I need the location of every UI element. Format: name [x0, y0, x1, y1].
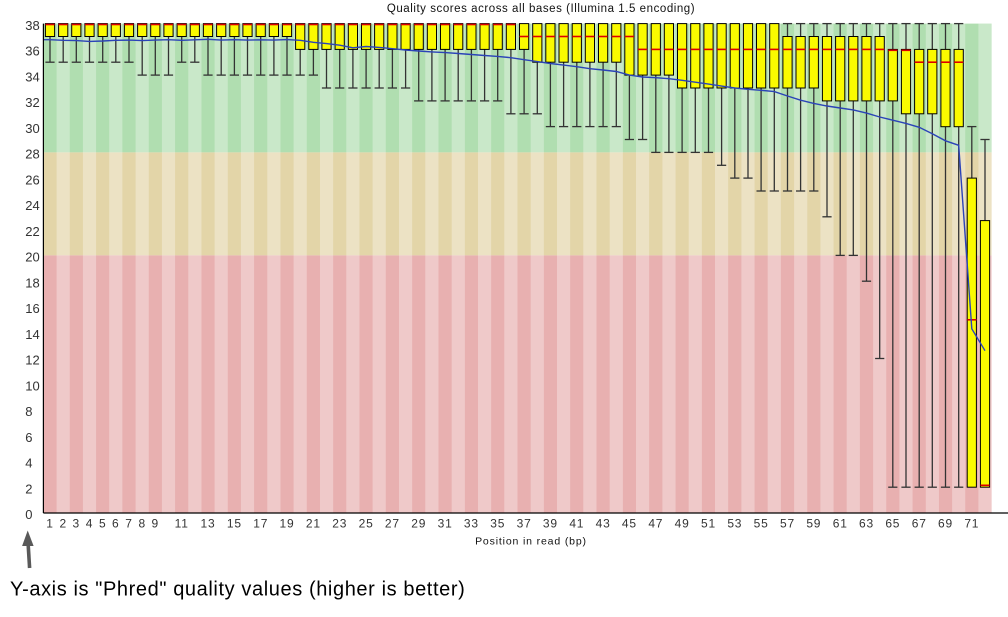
svg-text:25: 25: [359, 517, 374, 531]
svg-text:37: 37: [517, 517, 532, 531]
svg-text:18: 18: [25, 275, 39, 290]
svg-text:1: 1: [46, 517, 53, 531]
svg-text:15: 15: [227, 517, 242, 531]
svg-text:36: 36: [25, 44, 39, 59]
svg-text:9: 9: [152, 517, 159, 531]
svg-text:32: 32: [25, 95, 39, 110]
svg-text:38: 38: [25, 18, 39, 33]
svg-text:69: 69: [938, 517, 953, 531]
svg-text:27: 27: [385, 517, 400, 531]
svg-text:55: 55: [754, 517, 769, 531]
svg-text:Quality scores across all base: Quality scores across all bases (Illumin…: [387, 3, 695, 15]
svg-text:Y-axis is "Phred" quality valu: Y-axis is "Phred" quality values (higher…: [10, 579, 465, 601]
svg-text:31: 31: [438, 517, 453, 531]
svg-text:45: 45: [622, 517, 637, 531]
svg-text:17: 17: [253, 517, 268, 531]
svg-text:57: 57: [780, 517, 795, 531]
svg-text:6: 6: [25, 430, 32, 445]
svg-text:8: 8: [25, 404, 32, 419]
svg-text:39: 39: [543, 517, 558, 531]
svg-text:14: 14: [25, 327, 39, 342]
svg-text:29: 29: [411, 517, 426, 531]
svg-text:20: 20: [25, 250, 39, 265]
svg-text:65: 65: [885, 517, 900, 531]
svg-text:28: 28: [25, 147, 39, 162]
svg-text:7: 7: [125, 517, 132, 531]
svg-text:35: 35: [490, 517, 505, 531]
svg-text:61: 61: [833, 517, 848, 531]
svg-text:13: 13: [201, 517, 216, 531]
svg-text:23: 23: [332, 517, 347, 531]
svg-text:12: 12: [25, 353, 39, 368]
svg-text:67: 67: [912, 517, 927, 531]
svg-text:22: 22: [25, 224, 39, 239]
svg-text:2: 2: [25, 481, 32, 496]
svg-text:Position in read (bp): Position in read (bp): [475, 536, 587, 548]
svg-text:4: 4: [86, 517, 93, 531]
svg-text:16: 16: [25, 301, 39, 316]
svg-text:5: 5: [99, 517, 106, 531]
svg-text:43: 43: [596, 517, 611, 531]
svg-text:59: 59: [806, 517, 821, 531]
svg-text:71: 71: [964, 517, 979, 531]
svg-text:34: 34: [25, 69, 39, 84]
svg-text:2: 2: [59, 517, 66, 531]
svg-text:21: 21: [306, 517, 321, 531]
svg-text:24: 24: [25, 198, 39, 213]
svg-text:6: 6: [112, 517, 119, 531]
svg-text:30: 30: [25, 121, 39, 136]
svg-text:53: 53: [727, 517, 742, 531]
svg-text:49: 49: [675, 517, 690, 531]
svg-text:47: 47: [648, 517, 663, 531]
svg-text:3: 3: [73, 517, 80, 531]
svg-text:0: 0: [25, 507, 32, 522]
svg-text:41: 41: [569, 517, 584, 531]
svg-text:10: 10: [25, 378, 39, 393]
svg-text:26: 26: [25, 172, 39, 187]
svg-text:19: 19: [280, 517, 295, 531]
svg-text:11: 11: [175, 517, 189, 531]
svg-text:63: 63: [859, 517, 874, 531]
svg-text:4: 4: [25, 456, 32, 471]
svg-text:8: 8: [138, 517, 145, 531]
svg-text:33: 33: [464, 517, 479, 531]
svg-text:51: 51: [701, 517, 716, 531]
